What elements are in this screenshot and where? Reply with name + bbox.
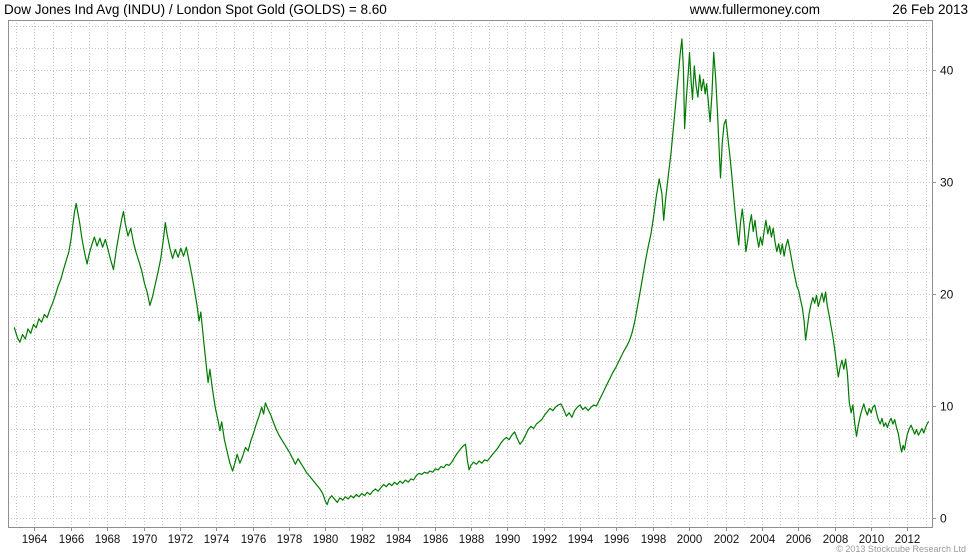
x-axis-label: 1966 bbox=[59, 534, 85, 546]
x-axis-label: 2008 bbox=[823, 534, 849, 546]
y-axis-label: 40 bbox=[940, 64, 954, 78]
x-axis-label: 1984 bbox=[386, 534, 412, 546]
y-axis-label: 20 bbox=[940, 288, 954, 302]
plot-border bbox=[8, 20, 933, 528]
axis-layer: 0 10 20 30 40 1964 1966 1968 1970 1972 1974 1976 197… bbox=[8, 20, 954, 546]
x-axis-label: 2002 bbox=[714, 534, 740, 546]
ratio-line bbox=[13, 38, 930, 506]
chart-title: Dow Jones Ind Avg (INDU) / London Spot G… bbox=[4, 2, 387, 17]
x-axis-label: 1978 bbox=[277, 534, 303, 546]
x-axis-label: 1968 bbox=[95, 534, 121, 546]
x-axis-label: 1992 bbox=[532, 534, 558, 546]
x-axis-label: 2010 bbox=[859, 534, 885, 546]
x-axis-label: 1972 bbox=[168, 534, 194, 546]
y-axis-label: 10 bbox=[940, 400, 954, 414]
grid-layer bbox=[8, 20, 932, 527]
website-label: www.fullermoney.com bbox=[689, 2, 820, 17]
x-axis-label: 1994 bbox=[568, 534, 594, 546]
y-axis-label: 30 bbox=[940, 176, 954, 190]
series-layer bbox=[13, 38, 930, 506]
x-axis-label: 1982 bbox=[350, 534, 376, 546]
x-axis-label: 2006 bbox=[786, 534, 812, 546]
x-axis-label: 1964 bbox=[22, 534, 48, 546]
y-axis-label: 0 bbox=[940, 512, 947, 526]
x-axis-label: 1990 bbox=[495, 534, 521, 546]
x-axis-label: 2012 bbox=[895, 534, 921, 546]
copyright-label: © 2013 Stockcube Research Ltd bbox=[836, 544, 966, 554]
x-axis-label: 2004 bbox=[750, 534, 776, 546]
x-axis-label: 1998 bbox=[641, 534, 667, 546]
x-axis-label: 1996 bbox=[604, 534, 630, 546]
x-axis-label: 1976 bbox=[241, 534, 267, 546]
x-axis-label: 1986 bbox=[423, 534, 449, 546]
x-axis-label: 1988 bbox=[459, 534, 485, 546]
x-axis-label: 1970 bbox=[132, 534, 158, 546]
x-axis-label: 1980 bbox=[313, 534, 339, 546]
x-axis-label: 2000 bbox=[677, 534, 703, 546]
chart-date: 26 Feb 2013 bbox=[892, 2, 968, 17]
x-axis-label: 1974 bbox=[204, 534, 230, 546]
